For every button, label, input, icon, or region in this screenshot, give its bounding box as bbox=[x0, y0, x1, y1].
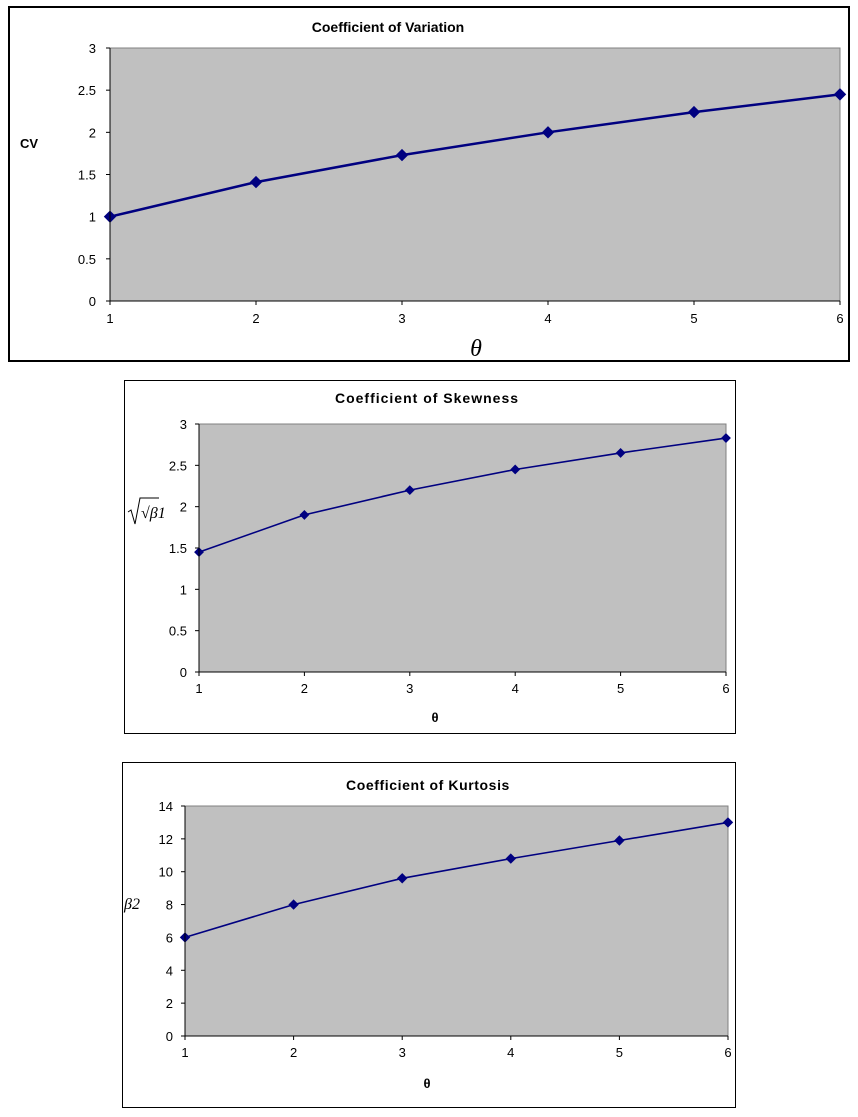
x-tick-label: 6 bbox=[724, 1045, 731, 1060]
y-tick-label: 0.5 bbox=[78, 252, 96, 267]
y-tick-label: 3 bbox=[180, 417, 187, 432]
y-tick-label: 2 bbox=[89, 125, 96, 140]
data-point-marker bbox=[510, 464, 521, 475]
y-tick-label: 1 bbox=[180, 582, 187, 597]
data-point-marker bbox=[299, 510, 310, 520]
cv-chart-title: Coefficient of Variation bbox=[312, 19, 464, 35]
kurtosis-plot-area bbox=[184, 805, 729, 1037]
sqrt-sign-icon bbox=[127, 497, 159, 525]
skewness-series-line bbox=[198, 437, 727, 553]
data-point-marker bbox=[404, 485, 415, 496]
skewness-plot-area bbox=[198, 423, 727, 673]
data-point-marker bbox=[833, 88, 847, 101]
kurtosis-series-markers bbox=[179, 817, 734, 943]
cv-chart-svg: Coefficient of Variation CV θ 0 0.5 1 1.5 2 2… bbox=[20, 19, 847, 362]
x-tick-label: 3 bbox=[399, 1045, 406, 1060]
y-tick-label: 0 bbox=[166, 1029, 173, 1044]
y-tick-label: 0.5 bbox=[169, 624, 187, 639]
cv-y-axis-label: CV bbox=[20, 136, 38, 151]
skewness-y-axis-label: √β1 bbox=[127, 497, 166, 525]
data-point-marker bbox=[614, 835, 625, 846]
data-point-marker bbox=[288, 899, 299, 910]
x-tick-label: 2 bbox=[301, 681, 308, 696]
y-tick-label: 10 bbox=[159, 865, 173, 880]
x-tick-label: 1 bbox=[106, 311, 113, 326]
cv-x-ticks: 1 2 3 4 5 6 bbox=[106, 301, 844, 326]
data-point-marker bbox=[249, 175, 263, 189]
x-tick-label: 5 bbox=[617, 681, 624, 696]
y-tick-label: 12 bbox=[159, 832, 173, 847]
y-tick-label: 2.5 bbox=[169, 458, 187, 473]
x-tick-label: 4 bbox=[512, 681, 519, 696]
skewness-x-ticks: 1 2 3 4 5 6 bbox=[195, 672, 730, 696]
kurtosis-chart-title: Coefficient of Kurtosis bbox=[346, 777, 510, 793]
y-tick-label: 1 bbox=[89, 210, 96, 225]
kurtosis-series-line bbox=[184, 821, 729, 939]
y-tick-label: 1.5 bbox=[78, 168, 96, 183]
y-tick-label: 4 bbox=[166, 963, 173, 978]
kurtosis-x-ticks: 1 2 3 4 5 6 bbox=[181, 1036, 732, 1060]
cv-chart: Coefficient of Variation CV θ 0 0.5 1 1.5 2 2… bbox=[8, 6, 850, 362]
x-tick-label: 6 bbox=[836, 311, 843, 326]
skewness-chart-title: Coefficient of Skewness bbox=[335, 390, 519, 406]
kurtosis-x-axis-label: θ bbox=[423, 1076, 430, 1091]
x-tick-label: 4 bbox=[544, 311, 551, 326]
y-tick-label: 2 bbox=[180, 500, 187, 515]
kurtosis-chart: Coefficient of Kurtosis β2 θ 0 2 4 6 8 10 12 14… bbox=[122, 762, 736, 1108]
x-tick-label: 6 bbox=[722, 681, 729, 696]
kurtosis-chart-svg: Coefficient of Kurtosis β2 θ 02468101214… bbox=[123, 777, 734, 1091]
skewness-series-markers bbox=[194, 433, 731, 558]
skewness-x-axis-label: θ bbox=[431, 710, 438, 725]
y-tick-label: 2.5 bbox=[78, 83, 96, 98]
cv-y-ticks: 0 0.5 1 1.5 2 2.5 3 bbox=[78, 41, 110, 309]
x-tick-label: 5 bbox=[690, 311, 697, 326]
cv-series-line bbox=[109, 93, 841, 218]
data-point-marker bbox=[395, 148, 409, 162]
data-point-marker bbox=[722, 817, 734, 828]
y-tick-label: 2 bbox=[166, 996, 173, 1011]
skewness-y-axis-label-text: √β1 bbox=[141, 505, 166, 522]
x-tick-label: 5 bbox=[616, 1045, 623, 1060]
skewness-chart-svg: Coefficient of Skewness √β1 θ 0 0.5 1 1.5 2 2… bbox=[127, 390, 731, 725]
skewness-chart: Coefficient of Skewness √β1 θ 0 0.5 1 1.5 2 2… bbox=[124, 380, 736, 734]
data-point-marker bbox=[396, 873, 408, 884]
y-tick-label: 3 bbox=[89, 41, 96, 56]
x-tick-label: 2 bbox=[252, 311, 259, 326]
cv-plot-area bbox=[109, 47, 841, 302]
x-tick-label: 1 bbox=[181, 1045, 188, 1060]
data-point-marker bbox=[505, 853, 517, 864]
x-tick-label: 2 bbox=[290, 1045, 297, 1060]
x-tick-label: 3 bbox=[406, 681, 413, 696]
data-point-marker bbox=[721, 433, 731, 443]
x-tick-label: 3 bbox=[398, 311, 405, 326]
y-tick-label: 1.5 bbox=[169, 541, 187, 556]
y-tick-label: 0 bbox=[180, 665, 187, 680]
data-point-marker bbox=[541, 126, 555, 139]
y-tick-label: 6 bbox=[166, 930, 173, 945]
kurtosis-y-axis-label: β2 bbox=[123, 896, 140, 913]
y-tick-label: 0 bbox=[89, 294, 96, 309]
cv-x-axis-label: θ bbox=[470, 336, 482, 362]
y-tick-label: 14 bbox=[159, 799, 173, 814]
data-point-marker bbox=[687, 105, 701, 119]
cv-series-markers bbox=[103, 88, 847, 223]
y-tick-label: 8 bbox=[166, 898, 173, 913]
x-tick-label: 4 bbox=[507, 1045, 514, 1060]
skewness-y-ticks: 0 0.5 1 1.5 2 2.5 3 bbox=[169, 417, 199, 680]
kurtosis-y-ticks: 0 2 4 6 8 10 12 14 bbox=[159, 799, 185, 1044]
data-point-marker bbox=[615, 448, 626, 458]
x-tick-label: 1 bbox=[195, 681, 202, 696]
